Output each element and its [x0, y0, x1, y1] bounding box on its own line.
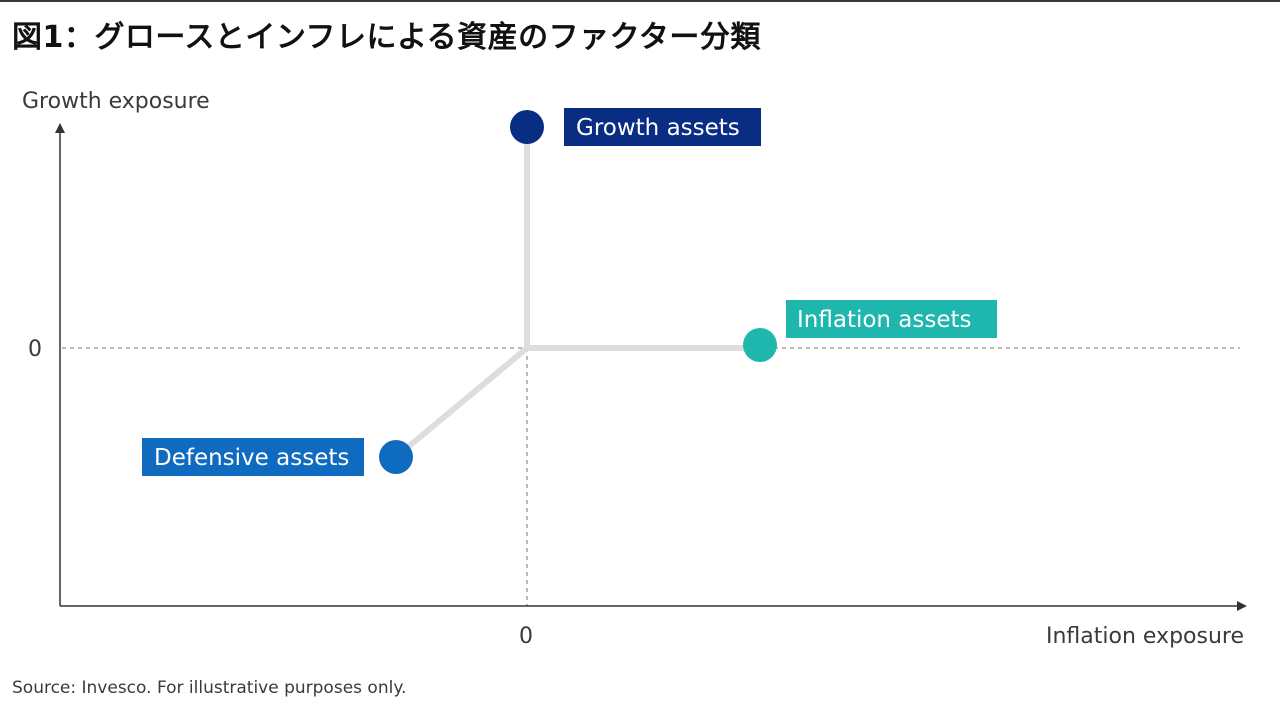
- y-axis-arrow-icon: [55, 123, 65, 133]
- defensive-label-text: Defensive assets: [154, 445, 349, 471]
- growth-label-text: Growth assets: [576, 115, 740, 141]
- source-note: Source: Invesco. For illustrative purpos…: [12, 678, 407, 698]
- growth-label: Growth assets: [564, 108, 761, 146]
- y-axis-label: Growth exposure: [22, 89, 210, 114]
- growth-node: [510, 110, 544, 144]
- y-zero-label: 0: [28, 337, 42, 362]
- defensive-label: Defensive assets: [142, 438, 364, 476]
- defensive-node: [379, 440, 413, 474]
- defensive-connector: [393, 345, 530, 460]
- x-zero-label: 0: [519, 624, 533, 649]
- inflation-node: [743, 328, 777, 362]
- inflation-label-box: [786, 300, 997, 338]
- defensive-label-box: [142, 438, 364, 476]
- inflation-label: Inflation assets: [786, 300, 997, 338]
- x-axis-label: Inflation exposure: [1046, 624, 1244, 649]
- top-rule: [0, 0, 1280, 2]
- inflation-label-text: Inflation assets: [797, 307, 972, 333]
- x-axis-arrow-icon: [1237, 601, 1247, 611]
- page-title: 図1：グロースとインフレによる資産のファクター分類: [12, 20, 761, 55]
- growth-label-box: [564, 108, 761, 146]
